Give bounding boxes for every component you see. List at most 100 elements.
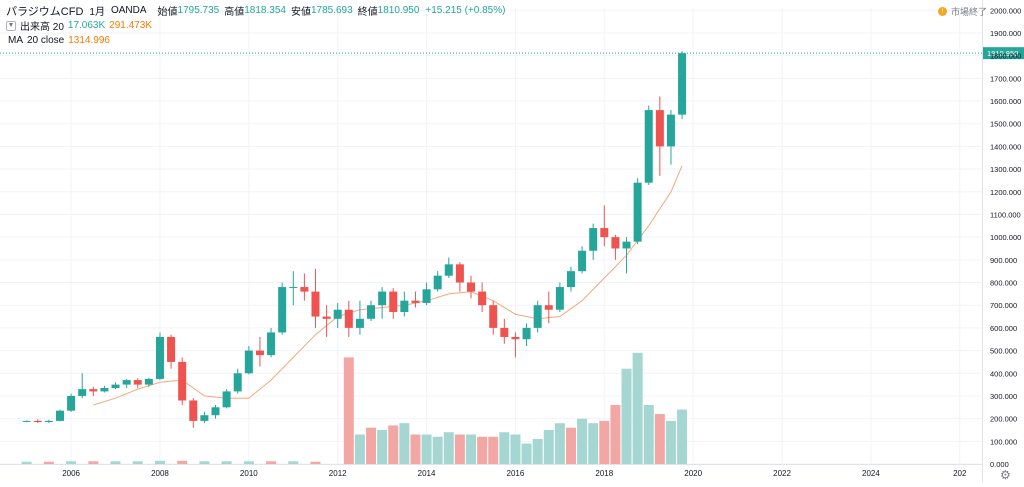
- y-tick-label: 1900.000: [990, 29, 1021, 38]
- volume-bar: [310, 461, 321, 464]
- volume-bar: [132, 461, 143, 464]
- candle-body: [589, 228, 598, 251]
- chart-legend: パラジウムCFD 1月 OANDA 始値 1795.735 高値 1818.354 …: [6, 3, 505, 48]
- volume-bar: [665, 420, 676, 464]
- candle-body: [233, 373, 242, 392]
- candle-body: [189, 400, 198, 421]
- y-tick-label: 200.000: [990, 415, 1017, 424]
- volume-legend-row[interactable]: ▼ 出来高 20 17.063K 291.473K: [6, 18, 505, 33]
- volume-bar: [421, 434, 432, 464]
- candle-body: [666, 114, 675, 147]
- volume-bar: [66, 461, 77, 464]
- candle-body: [455, 264, 464, 283]
- candle-body: [89, 389, 98, 392]
- x-tick-label: 2010: [240, 469, 258, 478]
- volume-bar: [599, 420, 610, 464]
- high-label: 高値: [224, 7, 245, 18]
- candle-body: [167, 336, 176, 362]
- x-tick-label: 2022: [773, 469, 791, 478]
- candle-body: [511, 336, 520, 340]
- y-tick-label: 500.000: [990, 347, 1017, 356]
- volume-bar: [377, 429, 388, 464]
- candle-body: [211, 407, 220, 416]
- volume-value-2: 291.473K: [109, 20, 152, 31]
- last-price-line-group: 1810.950: [0, 47, 1024, 60]
- volume-bar: [454, 434, 465, 464]
- candle-body: [267, 332, 276, 356]
- volume-value-1: 17.063K: [67, 20, 106, 31]
- timeframe-label[interactable]: 1月: [89, 7, 105, 18]
- candle-body: [278, 287, 287, 333]
- volume-bar: [632, 352, 643, 464]
- symbol-legend-row[interactable]: パラジウムCFD 1月 OANDA 始値 1795.735 高値 1818.354 …: [6, 3, 505, 18]
- y-axis[interactable]: 0.000 100.000 200.000 300.000 400.000 500.000…: [982, 0, 1022, 482]
- volume-bar: [477, 436, 488, 464]
- candle-body: [444, 264, 453, 276]
- market-status-label: 市場終了: [951, 7, 988, 17]
- x-tick-label: 2018: [595, 469, 613, 478]
- ma-indicator-name[interactable]: MA: [8, 35, 23, 46]
- candle-body: [111, 384, 120, 388]
- volume-bar: [466, 434, 477, 464]
- candle-body: [55, 410, 64, 421]
- volume-bar: [654, 414, 665, 464]
- high-value: 1818.354: [244, 5, 286, 16]
- x-tick-label: 2016: [507, 469, 525, 478]
- candle-body: [333, 309, 342, 319]
- volume-bar: [610, 405, 621, 464]
- volume-indicator-name[interactable]: 出来高 20: [20, 22, 64, 33]
- candle-body: [22, 420, 31, 422]
- volume-bar: [177, 460, 188, 464]
- candle-body: [611, 237, 620, 249]
- candle-body: [78, 389, 87, 396]
- x-tick-label: 2006: [62, 469, 80, 478]
- open-label: 始値: [157, 7, 178, 18]
- volume-bar: [243, 461, 254, 464]
- y-tick-label: 2000.000: [990, 6, 1021, 15]
- volume-bar: [366, 427, 377, 464]
- x-tick-label: 2014: [418, 469, 436, 478]
- volume-bar: [677, 409, 688, 464]
- volume-bar: [110, 461, 121, 464]
- y-tick-label: 1400.000: [990, 142, 1021, 151]
- candle-body: [400, 300, 409, 312]
- volume-bar: [510, 434, 521, 464]
- gear-icon[interactable]: ⚙: [1000, 468, 1011, 482]
- y-tick-label: 600.000: [990, 324, 1017, 333]
- volume-bar: [532, 439, 543, 464]
- y-tick-label: 1100.000: [990, 210, 1021, 219]
- close-value: 1810.950: [377, 5, 420, 16]
- candle-body: [33, 420, 42, 423]
- candle-body: [500, 327, 509, 337]
- candle-body: [544, 305, 553, 310]
- ma-legend-row[interactable]: MA 20 close 1314.996: [6, 33, 505, 48]
- candle-body: [44, 420, 53, 423]
- volume-bar: [499, 432, 510, 464]
- volume-bar: [399, 423, 410, 464]
- volume-bar: [643, 405, 654, 464]
- candle-body: [133, 380, 142, 385]
- candle-body: [355, 318, 364, 328]
- candle-body: [489, 305, 498, 328]
- y-tick-label: 700.000: [990, 301, 1017, 310]
- candle-body: [311, 291, 320, 317]
- volume-bar: [88, 461, 99, 464]
- volume-bar: [199, 461, 210, 464]
- candle-body: [122, 380, 131, 385]
- candle-body: [633, 182, 642, 242]
- volume-bar: [43, 461, 54, 464]
- candle-body: [555, 287, 564, 310]
- candle-body: [200, 415, 209, 421]
- market-status[interactable]: ! 市場終了: [938, 5, 987, 18]
- volume-bar: [554, 423, 565, 464]
- x-axis[interactable]: 2006 2008 2010 2012 2014 2016 2018 2020 2022 2024…: [0, 464, 982, 479]
- y-tick-label: 1000.000: [990, 233, 1021, 242]
- y-tick-label: 300.000: [990, 392, 1017, 401]
- volume-bar: [488, 436, 499, 464]
- volume-bars: [21, 352, 688, 464]
- symbol-title[interactable]: パラジウムCFD: [6, 5, 84, 18]
- chevron-down-icon[interactable]: ▼: [6, 20, 16, 31]
- y-tick-label: 100.000: [990, 437, 1017, 446]
